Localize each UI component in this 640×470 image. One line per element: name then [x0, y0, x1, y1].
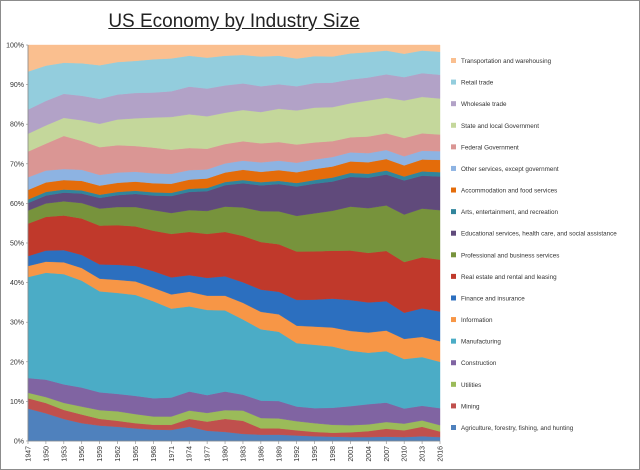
- x-tick-label: 1956: [79, 446, 86, 462]
- legend-label-mining: Mining: [461, 403, 480, 410]
- x-tick-label: 1968: [151, 446, 158, 462]
- x-tick-label: 1959: [97, 446, 104, 462]
- legend-label-information: Information: [461, 317, 493, 324]
- legend-label-accommodation-and-food-services: Accommodation and food services: [461, 188, 557, 195]
- legend-swatch-arts-entertainment-and-recreation: [451, 209, 456, 215]
- legend-label-agriculture-forestry-fishing-and-hunting: Agriculture, forestry, fishing, and hunt…: [461, 425, 574, 432]
- y-tick-label: 60%: [10, 201, 24, 208]
- legend-swatch-accommodation-and-food-services: [451, 187, 456, 193]
- legend-label-arts-entertainment-and-recreation: Arts, entertainment, and recreation: [461, 209, 558, 216]
- legend-label-other-services-except-government: Other services, except government: [461, 166, 559, 173]
- legend-swatch-retail-trade: [451, 79, 456, 85]
- legend-swatch-educational-services-health-care-and-social-assistance: [451, 230, 456, 236]
- legend-swatch-other-services-except-government: [451, 165, 456, 171]
- y-tick-label: 50%: [10, 241, 24, 248]
- y-tick-label: 70%: [10, 161, 24, 168]
- legend-swatch-real-estate-and-rental-and-leasing: [451, 273, 456, 279]
- legend-swatch-construction: [451, 360, 456, 366]
- y-tick-label: 90%: [10, 82, 24, 89]
- x-tick-label: 2001: [348, 446, 355, 462]
- x-tick-label: 2007: [384, 446, 391, 462]
- area-transportation-and-warehousing: [27, 44, 441, 72]
- areas-layer: [27, 44, 441, 442]
- legend-layer: Transportation and warehousing Retail tra…: [451, 58, 617, 432]
- x-tick-label: 1989: [276, 446, 283, 462]
- x-tick-label: 1998: [330, 446, 337, 462]
- chart-title: US Economy by Industry Size: [108, 11, 360, 32]
- legend-label-construction: Construction: [461, 360, 497, 367]
- legend-label-federal-government: Federal Government: [461, 144, 519, 151]
- legend-label-professional-and-business-services: Professional and business services: [461, 252, 559, 259]
- legend-swatch-professional-and-business-services: [451, 252, 456, 258]
- x-tick-label: 1971: [169, 446, 176, 462]
- y-tick-label: 40%: [10, 280, 24, 287]
- y-tick-label: 20%: [10, 359, 24, 366]
- x-tick-label: 1953: [61, 446, 68, 462]
- x-tick-label: 1950: [43, 446, 50, 462]
- legend-swatch-agriculture-forestry-fishing-and-hunting: [451, 425, 456, 430]
- x-tick-label: 1947: [26, 446, 33, 462]
- y-tick-label: 30%: [10, 320, 24, 327]
- legend-label-transportation-and-warehousing: Transportation and warehousing: [461, 58, 552, 65]
- x-tick-label: 1995: [312, 446, 319, 462]
- legend-swatch-finance-and-insurance: [451, 295, 456, 301]
- legend-label-finance-and-insurance: Finance and insurance: [461, 295, 525, 302]
- x-tick-label: 1992: [294, 446, 301, 462]
- x-tick-label: 1983: [240, 446, 247, 462]
- legend-swatch-manufacturing: [451, 338, 456, 344]
- legend-label-retail-trade: Retail trade: [461, 80, 494, 87]
- x-tick-label: 1980: [223, 446, 230, 462]
- legend-label-real-estate-and-rental-and-leasing: Real estate and rental and leasing: [461, 274, 557, 281]
- legend-swatch-state-and-local-government: [451, 122, 456, 128]
- legend-swatch-information: [451, 317, 456, 323]
- axes-layer: 0% 10% 20% 30% 40% 50% 60% 70% 80% 90% 100% 1947 195…: [6, 43, 444, 462]
- legend-swatch-transportation-and-warehousing: [451, 58, 456, 63]
- x-tick-label: 1986: [258, 446, 265, 462]
- legend-swatch-utilities: [451, 381, 456, 387]
- x-tick-label: 1977: [205, 446, 212, 462]
- legend-label-educational-services-health-care-and-social-assistance: Educational services, health care, and s…: [461, 231, 617, 238]
- legend-label-wholesale-trade: Wholesale trade: [461, 101, 507, 108]
- legend-label-utilities: Utilities: [461, 382, 481, 389]
- x-tick-label: 1974: [187, 446, 194, 462]
- legend-label-state-and-local-government: State and local Government: [461, 123, 539, 130]
- y-tick-label: 80%: [10, 122, 24, 129]
- x-tick-label: 2010: [402, 446, 409, 462]
- y-tick-label: 0%: [14, 439, 24, 446]
- legend-swatch-mining: [451, 403, 456, 409]
- legend-swatch-wholesale-trade: [451, 101, 456, 107]
- legend-swatch-federal-government: [451, 144, 456, 150]
- x-tick-label: 1965: [133, 446, 140, 462]
- y-tick-label: 10%: [10, 399, 24, 406]
- x-tick-label: 2004: [366, 446, 373, 462]
- x-tick-label: 1962: [115, 446, 122, 462]
- x-tick-label: 2013: [420, 446, 427, 462]
- y-tick-label: 100%: [6, 43, 24, 50]
- x-tick-label: 2016: [438, 446, 445, 462]
- legend-label-manufacturing: Manufacturing: [461, 339, 501, 346]
